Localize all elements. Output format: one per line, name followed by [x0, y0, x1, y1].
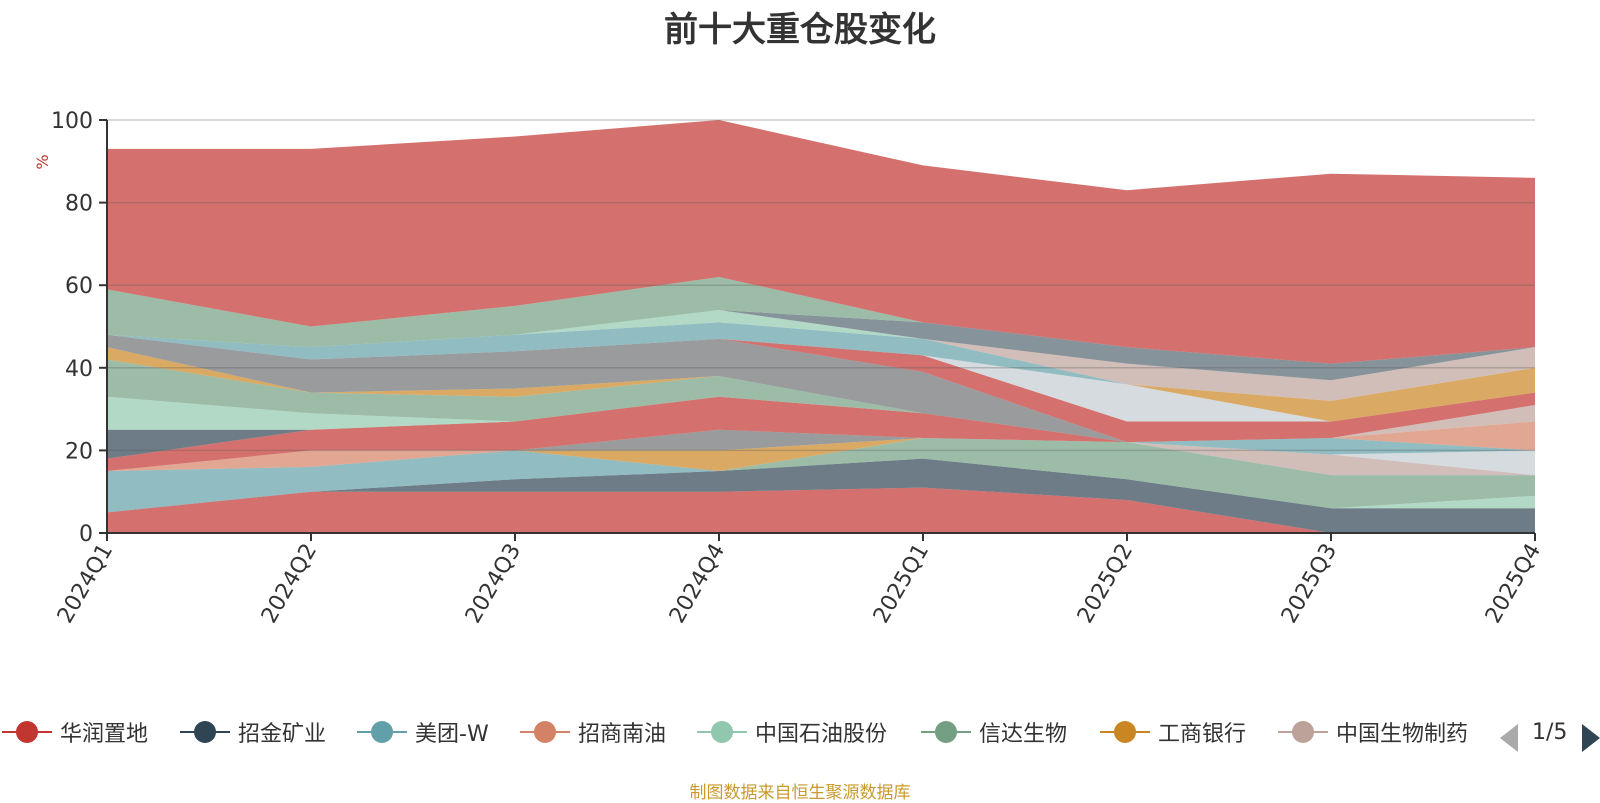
legend-item[interactable]: 中国石油股份 — [697, 716, 887, 748]
area-series-16 — [107, 396, 1535, 443]
legend-pager: 1/5 — [1500, 708, 1600, 760]
legend-item[interactable]: 华润置地 — [2, 716, 148, 748]
legend-label: 美团-W — [415, 722, 489, 747]
area-series-2 — [107, 458, 1535, 533]
legend-prev-page-icon[interactable] — [1500, 724, 1518, 752]
area-series-24 — [107, 322, 1535, 401]
area-series-29 — [107, 276, 1535, 364]
legend-marker-icon — [180, 716, 230, 748]
y-tick-label: 80 — [65, 192, 93, 217]
legend-marker-icon — [1278, 716, 1328, 748]
x-tick-label: 2025Q4 — [1481, 540, 1546, 628]
legend-item[interactable]: 美团-W — [357, 716, 489, 748]
area-series-7 — [107, 438, 1535, 476]
legend-marker-icon — [1100, 716, 1150, 748]
x-tick-label: 2024Q3 — [461, 540, 526, 628]
y-tick-label: 20 — [65, 439, 93, 464]
y-tick-label: 0 — [79, 522, 93, 547]
legend-label: 华润置地 — [60, 722, 149, 747]
area-series-19 — [107, 334, 1535, 443]
legend-item[interactable]: 中国生物制药 — [1278, 716, 1468, 748]
legend-item[interactable]: 工商银行 — [1100, 716, 1246, 748]
legend-item[interactable]: 招金矿业 — [180, 716, 326, 748]
x-tick-label: 2024Q4 — [665, 540, 730, 628]
legend-label: 工商银行 — [1158, 722, 1247, 747]
legend-next-page-icon[interactable] — [1582, 724, 1600, 752]
legend-item[interactable]: 信达生物 — [921, 716, 1067, 748]
area-series-20 — [107, 334, 1535, 443]
legend-marker-icon — [921, 716, 971, 748]
legend-item[interactable]: 招商南油 — [520, 716, 666, 748]
area-series-25 — [107, 322, 1535, 401]
x-tick-label: 2025Q3 — [1277, 540, 1342, 628]
legend-marker-icon — [697, 716, 747, 748]
legend-label: 招商南油 — [578, 722, 667, 747]
source-note: 制图数据来自恒生聚源数据库 — [689, 783, 911, 803]
legend-label: 信达生物 — [979, 722, 1068, 747]
area-series-9 — [107, 429, 1535, 476]
legend-marker-icon — [520, 716, 570, 748]
area-series-30 — [107, 120, 1535, 364]
area-series-23 — [107, 334, 1535, 422]
legend-marker-icon — [357, 716, 407, 748]
y-tick-label: 40 — [65, 357, 93, 382]
legend-label: 中国生物制药 — [1336, 722, 1469, 747]
area-series-8 — [107, 438, 1535, 476]
chart-title: 前十大重仓股变化 — [664, 10, 936, 50]
area-series-1 — [107, 487, 1535, 533]
y-axis-label: % — [33, 154, 52, 169]
area-series-22 — [107, 334, 1535, 422]
area-series-14 — [107, 396, 1535, 472]
x-tick-label: 2025Q1 — [869, 540, 934, 628]
area-series-27 — [107, 309, 1535, 381]
legend: 华润置地 招金矿业 美团-W 招商南油 中国石油股份 信达生物 工商银行 中国生物制药 — [0, 708, 1600, 760]
area-series-17 — [107, 359, 1535, 443]
y-tick-label: 100 — [51, 109, 93, 134]
legend-label: 招金矿业 — [238, 722, 327, 747]
y-tick-label: 60 — [65, 274, 93, 299]
x-tick-label: 2025Q2 — [1073, 540, 1138, 628]
legend-marker-icon — [2, 716, 52, 748]
legend-page-indicator: 1/5 — [1532, 720, 1568, 745]
x-tick-label: 2024Q1 — [53, 540, 118, 628]
x-tick-label: 2024Q2 — [257, 540, 322, 628]
legend-label: 中国石油股份 — [755, 722, 888, 747]
area-series-3 — [107, 450, 1535, 513]
area-series-6 — [107, 438, 1535, 509]
